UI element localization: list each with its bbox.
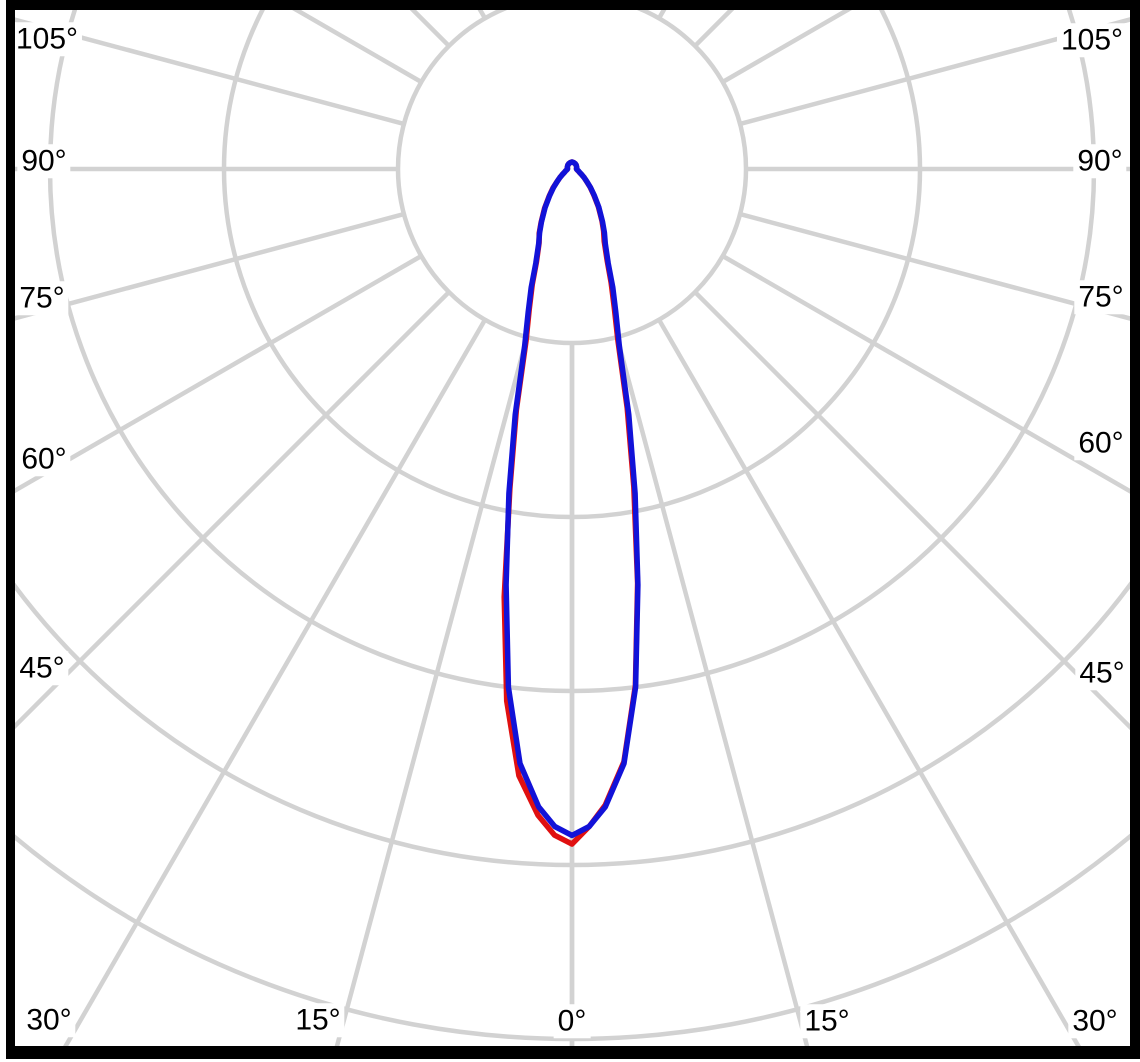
- angle-label-bottom-0: 0°: [553, 1004, 591, 1038]
- angle-label-bottom-right-15: 15°: [800, 1004, 854, 1038]
- polar-grid-spoke: [617, 0, 908, 1]
- intensity-curves: [501, 159, 641, 847]
- angle-label-bottom-right-30: 30°: [1068, 1004, 1122, 1038]
- polar-grid-spoke: [721, 254, 1130, 494]
- polar-grid-spoke: [63, 318, 487, 1046]
- angle-label-bottom-left-30: 30°: [22, 1003, 76, 1037]
- polar-grid-spoke: [15, 17, 405, 127]
- polar-grid-spoke: [739, 17, 1130, 127]
- angle-label-left-45: 45°: [15, 651, 69, 685]
- polar-grid-spoke: [739, 211, 1130, 321]
- polar-grid-spoke: [334, 336, 530, 1046]
- polar-grid-spoke: [614, 336, 810, 1046]
- angle-label-right-105: 105°: [1056, 23, 1128, 57]
- angle-label-left-90: 90°: [17, 144, 71, 178]
- polar-grid-spoke: [15, 290, 451, 730]
- polar-grid-spoke: [693, 290, 1130, 731]
- polar-grid-spoke: [15, 211, 405, 321]
- polar-grid-spoke: [15, 254, 423, 494]
- polar-grid-ring: [395, 10, 749, 346]
- polar-grid-spoke: [657, 10, 667, 20]
- angle-label-left-105: 105°: [11, 22, 83, 56]
- polar-grid-spoke: [657, 318, 1081, 1046]
- angle-label-right-75: 75°: [1074, 280, 1128, 314]
- angle-label-right-45: 45°: [1075, 656, 1129, 690]
- angle-label-left-75: 75°: [15, 281, 69, 315]
- polar-grid-spoke: [236, 0, 527, 1]
- angle-label-bottom-left-15: 15°: [291, 1003, 345, 1037]
- blue-curve: [503, 159, 641, 839]
- angle-label-right-90: 90°: [1073, 144, 1127, 178]
- angle-label-right-60: 60°: [1074, 426, 1128, 460]
- angle-label-left-60: 60°: [17, 442, 71, 476]
